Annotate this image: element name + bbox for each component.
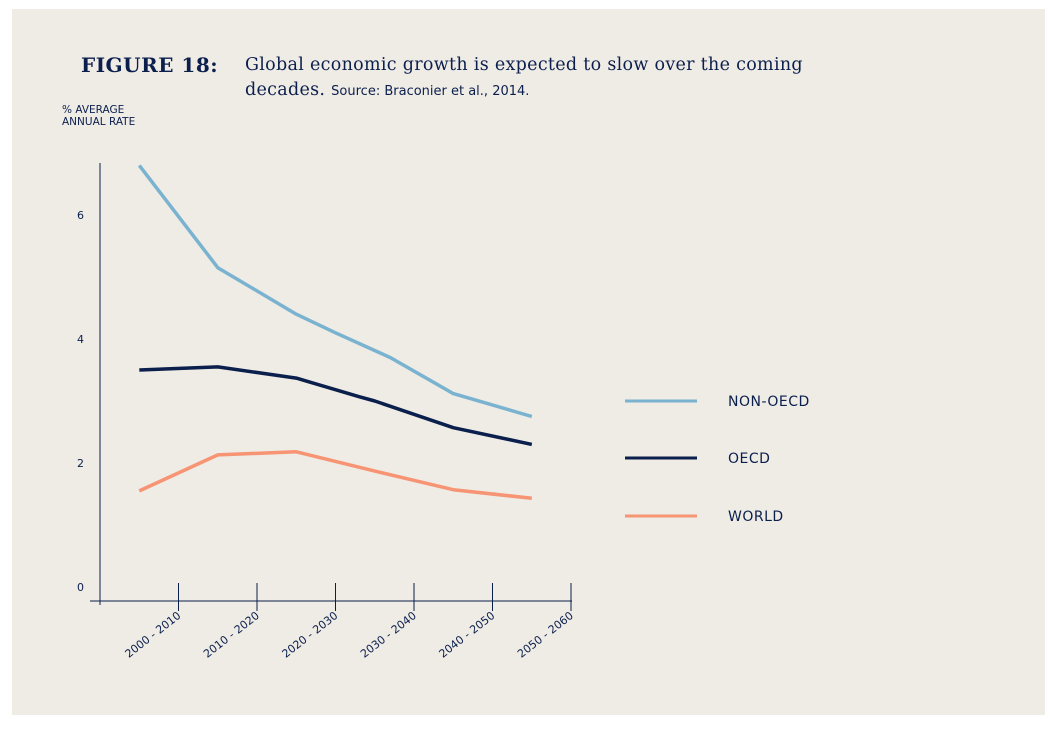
- x-tick-label: 2020 - 2030: [280, 609, 341, 660]
- x-tick-label: 2010 - 2020: [201, 609, 262, 660]
- x-tick-label: 2050 - 2060: [515, 609, 576, 660]
- x-tick-label: 2030 - 2040: [358, 609, 419, 660]
- x-tick-label: 2040 - 2050: [437, 609, 498, 660]
- legend-label: WORLD: [728, 509, 784, 525]
- y-axis-label-line2: ANNUAL RATE: [62, 116, 136, 128]
- series-line-world: [138, 450, 532, 501]
- series-line-non-oecd: [137, 164, 533, 419]
- y-axis-label: % AVERAGE ANNUAL RATE: [62, 104, 172, 128]
- figure-panel: [12, 9, 1045, 715]
- chart-legend: NON-OECD OECD WORLD: [625, 394, 810, 525]
- y-tick-label: 2: [77, 457, 84, 470]
- legend-item-non-oecd: NON-OECD: [625, 394, 810, 410]
- legend-item-world: WORLD: [625, 509, 784, 525]
- legend-label: OECD: [728, 451, 770, 467]
- y-axis-label-line1: % AVERAGE: [62, 104, 125, 116]
- legend-item-oecd: OECD: [625, 451, 770, 467]
- chart-series: [137, 164, 533, 501]
- figure-title: Global economic growth is expected to sl…: [245, 53, 885, 104]
- chart-axes: 0 2 4 6 2000 - 2010 2010 - 2020 2020 - 2030 203…: [77, 163, 576, 661]
- y-tick-label: 4: [77, 333, 84, 346]
- y-tick-label: 0: [77, 581, 84, 594]
- figure-source: Source: Braconier et al., 2014.: [331, 84, 530, 99]
- y-tick-label: 6: [77, 209, 84, 222]
- x-tick-label: 2000 - 2010: [123, 609, 184, 660]
- figure-title-text: Global economic growth is expected to sl…: [245, 55, 803, 100]
- series-line-oecd: [139, 365, 533, 447]
- figure-label: FIGURE 18:: [81, 53, 219, 77]
- legend-label: NON-OECD: [728, 394, 810, 410]
